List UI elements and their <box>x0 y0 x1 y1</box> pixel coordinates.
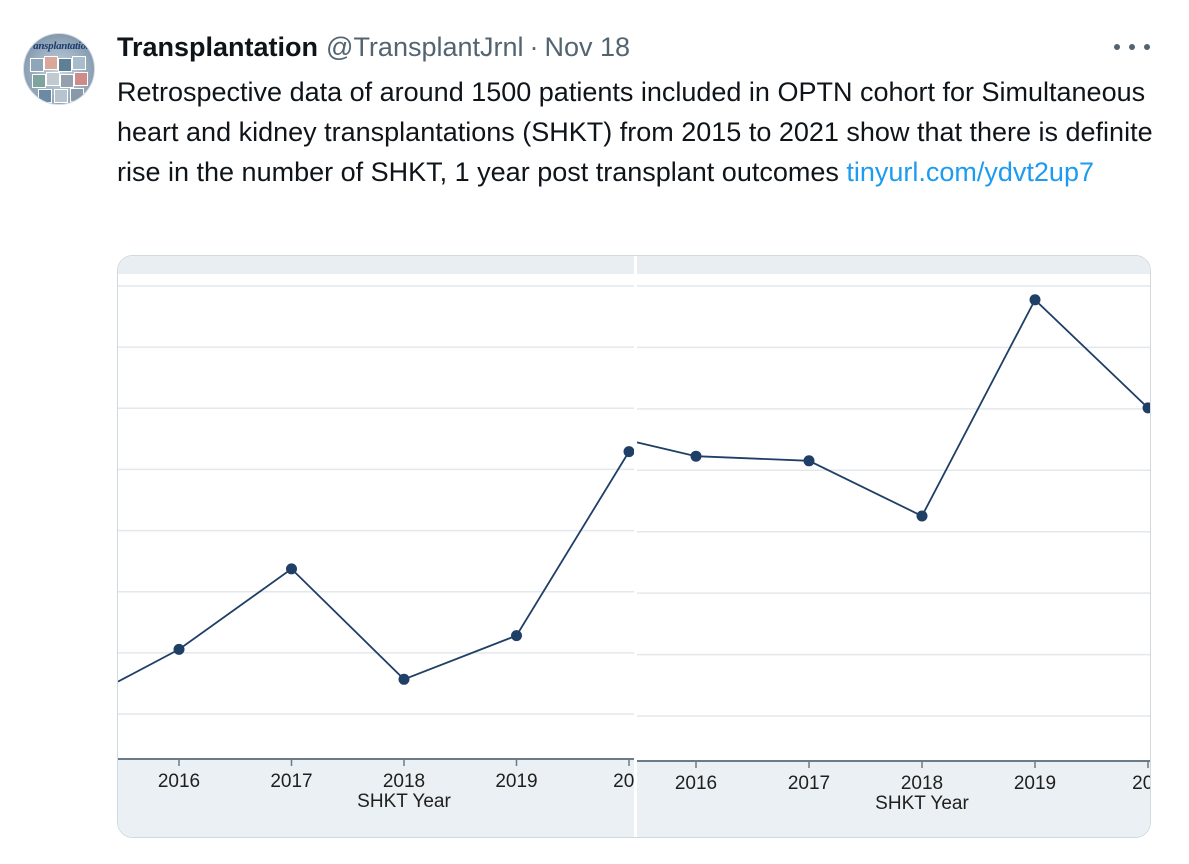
avatar-cover-tile <box>30 58 44 72</box>
chart-x-tick-label: 2017 <box>270 771 312 792</box>
chart-data-point <box>286 563 297 575</box>
chart-x-tick-label: 2016 <box>675 773 717 794</box>
chart-panel-background <box>118 256 634 837</box>
chart-x-tick-label: 2017 <box>788 773 830 794</box>
tweet-link[interactable]: tinyurl.com/ydvt2up7 <box>846 157 1094 187</box>
avatar-cover-tile <box>72 56 86 70</box>
chart-data-point <box>511 630 522 642</box>
chart-series-line <box>636 298 1149 518</box>
user-handle[interactable]: @TransplantJrnl <box>326 31 524 62</box>
chart-x-tick-label: 202 <box>1132 773 1151 794</box>
chart-data-point <box>398 673 410 685</box>
avatar-cover-tile <box>70 88 84 102</box>
avatar-cover-tile <box>32 74 46 88</box>
tweet-header: Transplantation @TransplantJrnl · Nov 18 <box>117 30 630 64</box>
chart-panel-bottom-band <box>118 759 634 837</box>
chart-x-axis-label: SHKT Year <box>357 791 451 812</box>
tweet-body: Retrospective data of around 1500 patien… <box>117 72 1167 192</box>
chart-panel-top-band <box>637 256 1150 274</box>
ellipsis-dot <box>1129 44 1135 50</box>
chart-panel-top-band <box>118 256 634 274</box>
avatar-logo-text: transplantation <box>26 40 92 52</box>
avatar-cover-tile <box>60 74 74 88</box>
ellipsis-dot <box>1144 44 1150 50</box>
chart-data-point <box>173 643 185 655</box>
chart-data-point <box>690 450 702 462</box>
chart-data-point <box>803 455 815 467</box>
chart-x-tick-label: 2018 <box>901 773 943 794</box>
chart-data-point <box>1029 294 1041 306</box>
chart-data-point <box>1142 402 1150 414</box>
avatar-cover-tile <box>54 89 68 103</box>
display-name[interactable]: Transplantation <box>117 31 319 62</box>
tweet-date[interactable]: Nov 18 <box>544 31 631 62</box>
chart-panel-bottom-band <box>637 761 1150 837</box>
chart-x-tick-label: 2016 <box>158 771 200 792</box>
ellipsis-dot <box>1114 44 1120 50</box>
ellipsis-icon[interactable] <box>1114 35 1150 59</box>
avatar-cover-tile <box>38 89 52 103</box>
avatar-cover-tile <box>46 72 60 86</box>
chart-x-tick-label: 2019 <box>495 771 537 792</box>
avatar-cover-tile <box>58 58 72 72</box>
chart-series-line <box>118 451 630 683</box>
chart-x-tick-label: 2019 <box>1014 773 1056 794</box>
avatar[interactable]: transplantation <box>23 33 95 105</box>
tweet-text: Retrospective data of around 1500 patien… <box>117 77 1153 187</box>
chart-panel-background <box>637 256 1150 837</box>
chart-x-axis-label: SHKT Year <box>875 793 969 814</box>
chart-data-point <box>916 510 928 522</box>
separator-dot: · <box>529 31 539 62</box>
chart-image: 2016 2017 2018 2019 202 SHKT Year 2016 2017 2018… <box>118 256 1151 837</box>
avatar-cover-tile <box>74 72 88 86</box>
chart-x-tick-label: 2018 <box>383 771 425 792</box>
image-divider <box>634 256 637 837</box>
chart-data-point <box>623 446 635 458</box>
avatar-cover-tile <box>44 56 58 70</box>
tweet-media[interactable]: 2016 2017 2018 2019 202 SHKT Year 2016 2017 2018… <box>117 255 1151 838</box>
